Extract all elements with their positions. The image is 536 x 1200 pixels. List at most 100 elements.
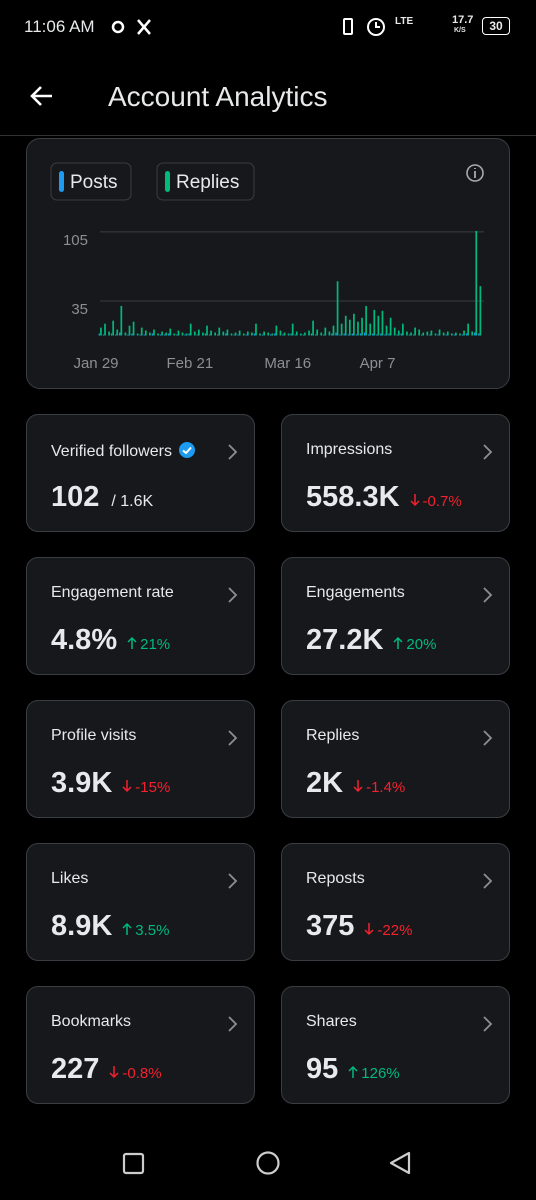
metric-value-text: 3.9K bbox=[51, 767, 113, 799]
bar bbox=[168, 333, 170, 336]
bar bbox=[397, 330, 400, 336]
metric-value: 8.9K 3.5% bbox=[51, 910, 169, 943]
metric-card[interactable]: Impressions 558.3K -0.7% bbox=[281, 414, 510, 532]
legend-chip[interactable] bbox=[156, 162, 255, 201]
metric-value-text: 558.3K bbox=[306, 481, 400, 513]
chevron bbox=[228, 730, 238, 746]
metric-card[interactable]: Likes 8.9K 3.5% bbox=[26, 843, 255, 961]
bar bbox=[300, 333, 302, 336]
bar bbox=[372, 333, 374, 336]
arrow-up bbox=[122, 922, 132, 935]
bar bbox=[204, 333, 207, 336]
bar bbox=[332, 325, 335, 336]
back-button[interactable] bbox=[28, 82, 56, 110]
bar bbox=[119, 332, 121, 336]
bar bbox=[410, 332, 412, 336]
bar bbox=[261, 334, 264, 336]
recents-button[interactable] bbox=[122, 1152, 145, 1175]
bar bbox=[465, 333, 468, 336]
bar bbox=[226, 329, 229, 336]
legend-swatch bbox=[165, 171, 170, 192]
bar bbox=[310, 333, 313, 336]
bar bbox=[169, 328, 172, 336]
metric-label-text: Engagements bbox=[306, 584, 405, 601]
bar bbox=[376, 334, 378, 336]
bar bbox=[340, 323, 343, 336]
bar bbox=[193, 331, 196, 336]
bar bbox=[331, 333, 333, 336]
bar bbox=[430, 330, 433, 336]
metric-label: Likes bbox=[51, 870, 88, 888]
bar bbox=[177, 330, 180, 336]
bar bbox=[418, 329, 421, 336]
metric-change-text: 3.5% bbox=[135, 922, 170, 939]
bar bbox=[283, 332, 286, 336]
metric-card[interactable]: Engagements 27.2K 20% bbox=[281, 557, 510, 675]
bar bbox=[450, 333, 453, 336]
bar bbox=[474, 332, 476, 336]
bar bbox=[369, 323, 372, 336]
bar bbox=[295, 331, 298, 336]
chevron bbox=[228, 1016, 238, 1032]
bar bbox=[251, 332, 253, 336]
metric-change-text: -22% bbox=[377, 922, 413, 939]
bar bbox=[402, 323, 404, 336]
status-icons-right bbox=[343, 18, 385, 36]
network: LTE bbox=[395, 16, 414, 27]
chevron bbox=[483, 1016, 493, 1032]
metric-value: 4.8% 21% bbox=[51, 624, 170, 657]
bar bbox=[237, 334, 239, 336]
metric-label-text: Replies bbox=[306, 727, 360, 744]
bar bbox=[218, 327, 221, 336]
info-icon[interactable] bbox=[466, 164, 484, 182]
bar bbox=[323, 334, 325, 336]
metric-card[interactable]: Bookmarks 227 -0.8% bbox=[26, 986, 255, 1104]
metric-value-text: 2K bbox=[306, 767, 344, 799]
bar bbox=[304, 332, 306, 336]
bar bbox=[459, 333, 461, 336]
bar bbox=[110, 333, 113, 336]
bar bbox=[274, 333, 276, 336]
bar bbox=[230, 333, 233, 336]
metric-value: 102 / 1.6K bbox=[51, 481, 153, 514]
metric-value: 3.9K -15% bbox=[51, 767, 170, 800]
arrow-down bbox=[122, 780, 132, 793]
page-title: Account Analytics bbox=[108, 81, 328, 112]
bar bbox=[282, 334, 284, 336]
bar bbox=[136, 333, 139, 336]
chart: Posts Replies 35 105 Jan 29 Feb 21 Mar 16 Apr 7 bbox=[50, 162, 484, 372]
metric-value: 375 -22% bbox=[306, 910, 412, 943]
metric-change-text: 20% bbox=[406, 636, 437, 653]
metric-change: -15% bbox=[122, 779, 170, 796]
home-button[interactable] bbox=[256, 1151, 280, 1175]
bar bbox=[112, 320, 115, 336]
metric-label-text: Verified followers bbox=[51, 443, 172, 460]
bar bbox=[242, 333, 245, 336]
bar bbox=[233, 334, 235, 336]
metric-card[interactable]: Verified followers 102 / 1.6K bbox=[26, 414, 255, 532]
metric-label: Profile visits bbox=[51, 727, 136, 745]
metric-card[interactable]: Shares 95 126% bbox=[281, 986, 510, 1104]
metric-change: 20% bbox=[393, 636, 436, 653]
legend-chip[interactable] bbox=[50, 162, 132, 201]
metric-card[interactable]: Engagement rate 4.8% 21% bbox=[26, 557, 255, 675]
back-nav-button[interactable] bbox=[389, 1151, 411, 1175]
metric-card[interactable]: Reposts 375 -22% bbox=[281, 843, 510, 961]
bar bbox=[308, 330, 310, 336]
speed: 17.7 bbox=[452, 14, 474, 26]
metric-card[interactable]: Profile visits 3.9K -15% bbox=[26, 700, 255, 818]
metric-change-text: -1.4% bbox=[366, 779, 406, 796]
bar bbox=[245, 334, 247, 336]
bar bbox=[159, 334, 162, 336]
metric-value-text: 4.8% bbox=[51, 624, 118, 656]
x-tick-label: Jan 29 bbox=[73, 355, 118, 372]
bar bbox=[320, 332, 323, 336]
bar bbox=[144, 330, 147, 336]
verified-badge bbox=[178, 442, 195, 458]
bar bbox=[471, 331, 474, 336]
bar bbox=[437, 334, 439, 336]
bar bbox=[100, 327, 102, 336]
metric-value-text: 27.2K bbox=[306, 624, 384, 656]
bar bbox=[359, 333, 362, 336]
metric-card[interactable]: Replies 2K -1.4% bbox=[281, 700, 510, 818]
